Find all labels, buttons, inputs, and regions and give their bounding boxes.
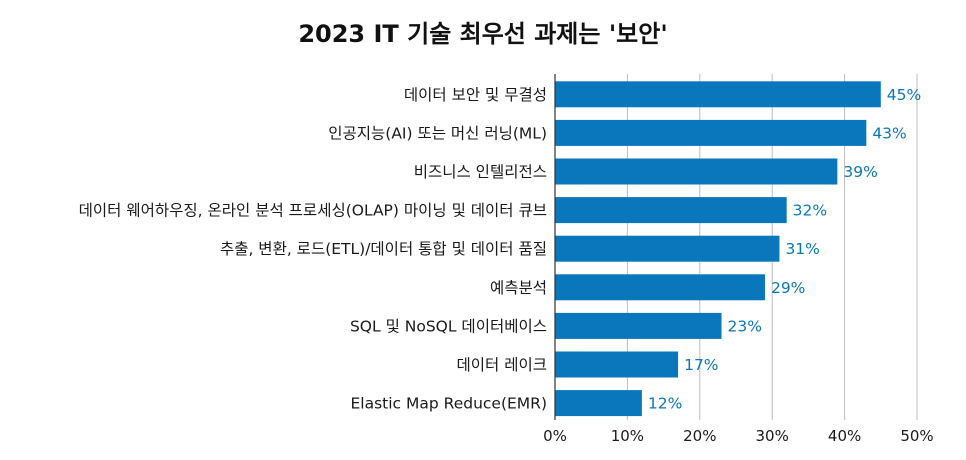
category-label: 인공지능(AI) 또는 머신 러닝(ML) <box>328 124 547 142</box>
bar <box>555 158 838 185</box>
category-label: 데이터 웨어하우징, 온라인 분석 프로세싱(OLAP) 마이닝 및 데이터 큐… <box>79 202 547 220</box>
category-label: 데이터 레이크 <box>457 356 548 374</box>
bars <box>555 81 881 417</box>
bar <box>555 390 642 417</box>
data-label: 39% <box>843 163 877 181</box>
chart-title: 2023 IT 기술 최우선 과제는 '보안' <box>298 20 667 48</box>
data-label: 45% <box>887 86 921 104</box>
data-labels: 45% 43% 39% 32% 31% 29% 23% 17% 12% <box>648 86 921 413</box>
data-label: 32% <box>793 202 827 220</box>
x-tick-label: 0% <box>543 427 567 445</box>
data-label: 12% <box>648 395 682 413</box>
bar <box>555 274 765 301</box>
data-label: 17% <box>684 356 718 374</box>
x-tick-label: 40% <box>828 427 861 445</box>
category-label: 예측분석 <box>490 279 547 297</box>
category-label: 추출, 변환, 로드(ETL)/데이터 통합 및 데이터 품질 <box>220 240 547 258</box>
category-label: SQL 및 NoSQL 데이터베이스 <box>350 317 547 335</box>
data-label: 29% <box>771 279 805 297</box>
x-tick-label: 50% <box>900 427 933 445</box>
bar <box>555 312 722 339</box>
bar <box>555 235 780 262</box>
x-tick-label: 20% <box>683 427 716 445</box>
x-tick-label: 10% <box>611 427 644 445</box>
x-tick-label: 30% <box>756 427 789 445</box>
data-label: 31% <box>785 240 819 258</box>
bar <box>555 119 867 146</box>
category-label: 데이터 보안 및 무결성 <box>404 86 547 104</box>
data-label: 43% <box>872 124 906 142</box>
category-label: Elastic Map Reduce(EMR) <box>350 395 547 413</box>
bar <box>555 81 881 108</box>
axes: 0% 10% 20% 30% 40% 50% <box>543 74 934 445</box>
data-label: 23% <box>728 317 762 335</box>
bar <box>555 351 679 378</box>
bar <box>555 197 787 224</box>
category-label: 비즈니스 인텔리전스 <box>414 163 547 181</box>
